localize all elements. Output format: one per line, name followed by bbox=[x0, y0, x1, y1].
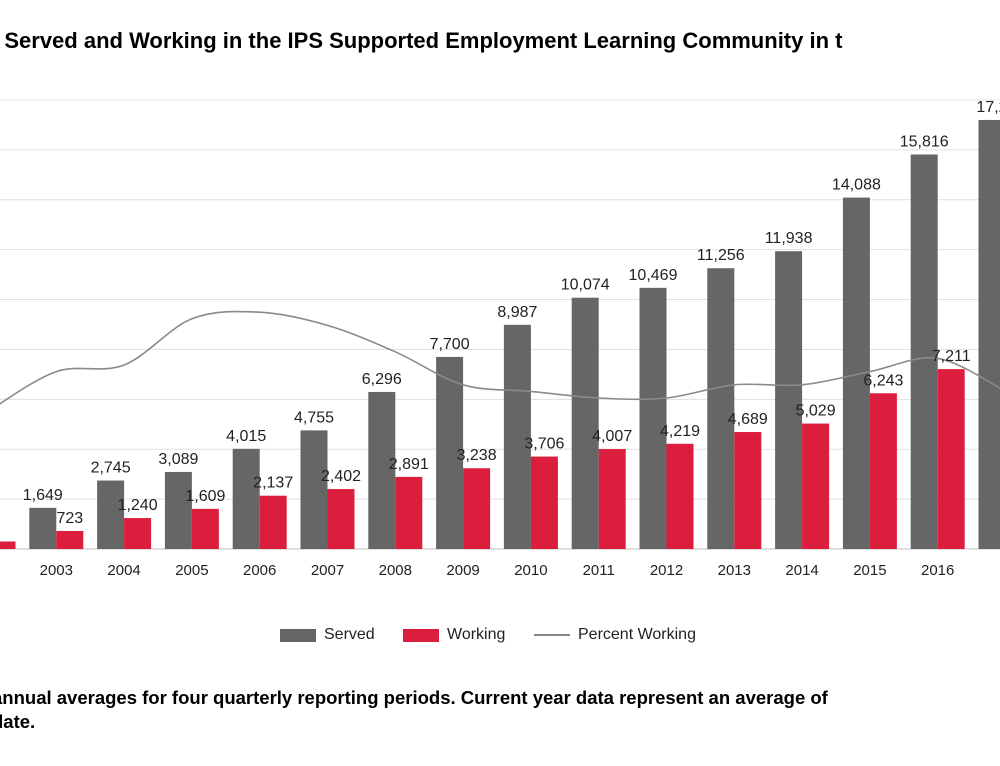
data-label-served: 6,296 bbox=[362, 371, 402, 388]
data-label-served: 14,088 bbox=[832, 177, 881, 194]
legend-line-percent-working bbox=[534, 634, 570, 636]
legend-label-served: Served bbox=[324, 626, 375, 643]
data-label-working: 4,219 bbox=[660, 423, 700, 440]
x-tick-label: 2004 bbox=[107, 562, 140, 579]
data-label-served: 15,816 bbox=[900, 133, 949, 150]
data-label-working: 4,689 bbox=[728, 411, 768, 428]
data-label-working: 6,243 bbox=[863, 372, 903, 389]
legend-swatch-served bbox=[280, 628, 316, 642]
bar-working bbox=[124, 518, 152, 549]
footnote-line-1: annual averages for four quarterly repor… bbox=[0, 687, 828, 708]
x-tick-label: 2009 bbox=[446, 562, 479, 579]
data-label-served: 17,2 bbox=[976, 99, 1000, 116]
bar-working bbox=[327, 489, 355, 549]
bar-served bbox=[300, 430, 328, 549]
data-label-working: 2,137 bbox=[253, 475, 293, 492]
bar-served bbox=[368, 391, 396, 549]
legend-label-percent-working: Percent Working bbox=[578, 626, 696, 643]
footnote: annual averages for four quarterly repor… bbox=[0, 686, 1000, 734]
bar-served bbox=[775, 251, 803, 549]
bar-working bbox=[666, 443, 694, 549]
data-label-working: 1,609 bbox=[185, 488, 225, 505]
legend-item-percent-working: Percent Working bbox=[534, 626, 696, 644]
x-tick-label: 2015 bbox=[853, 562, 886, 579]
bar-working bbox=[598, 449, 626, 549]
x-tick-label: 2007 bbox=[311, 562, 344, 579]
percent-line bbox=[0, 310, 1000, 405]
bar-working bbox=[937, 369, 965, 549]
data-label-served: 4,755 bbox=[294, 409, 334, 426]
data-label-working: 7,211 bbox=[932, 348, 971, 365]
data-label-served: 8,987 bbox=[497, 304, 537, 321]
data-label-served: 3,089 bbox=[158, 451, 198, 468]
data-label-served: 7,700 bbox=[430, 336, 470, 353]
bar-served bbox=[436, 356, 464, 549]
bar-working bbox=[0, 541, 16, 549]
data-label-served: 10,074 bbox=[561, 277, 610, 294]
bar-working bbox=[734, 432, 762, 549]
x-tick-label: 2003 bbox=[40, 562, 73, 579]
x-tick-label: 2016 bbox=[921, 562, 954, 579]
data-label-working: 1,240 bbox=[118, 497, 158, 514]
data-label-served: 11,938 bbox=[765, 230, 813, 247]
bar-working bbox=[869, 393, 897, 549]
x-tick-labels: 2200320042005200620072008200920102011201… bbox=[40, 562, 955, 579]
x-tick-label: 2005 bbox=[175, 562, 208, 579]
x-tick-label: 2013 bbox=[718, 562, 751, 579]
legend-label-working: Working bbox=[447, 626, 506, 643]
bar-working bbox=[802, 423, 830, 549]
data-label-served: 2,745 bbox=[91, 460, 131, 477]
data-label-served: 1,649 bbox=[23, 487, 63, 504]
x-tick-label: 2010 bbox=[514, 562, 547, 579]
bar-served bbox=[232, 448, 260, 549]
data-label-working: 3,706 bbox=[524, 436, 564, 453]
bar-served bbox=[639, 287, 667, 549]
data-label-working: 2,891 bbox=[389, 456, 429, 473]
bar-served bbox=[29, 507, 57, 549]
bar-working bbox=[56, 530, 84, 549]
bar-served bbox=[97, 480, 125, 549]
gridlines bbox=[0, 99, 1000, 550]
bar-served bbox=[571, 297, 599, 549]
legend: Served Working Percent Working bbox=[0, 626, 1000, 650]
bars bbox=[0, 119, 1000, 549]
data-label-working: 4,007 bbox=[592, 428, 632, 445]
data-label-working: 5,029 bbox=[796, 403, 836, 420]
bar-working bbox=[259, 495, 287, 549]
bar-served bbox=[910, 154, 938, 549]
bar-working bbox=[530, 456, 558, 549]
data-label-working: 2,402 bbox=[321, 468, 361, 485]
x-tick-label: 2006 bbox=[243, 562, 276, 579]
bar-served bbox=[707, 268, 735, 549]
percent-working-line bbox=[0, 310, 1000, 405]
data-label-working: 723 bbox=[56, 510, 83, 527]
data-label-working: 3,238 bbox=[457, 447, 497, 464]
x-tick-label: 2011 bbox=[583, 562, 615, 579]
x-tick-label: 2008 bbox=[379, 562, 412, 579]
data-label-served: 10,469 bbox=[629, 267, 678, 284]
legend-swatch-working bbox=[403, 628, 439, 642]
bar-working bbox=[191, 508, 219, 549]
chart-title: s Served and Working in the IPS Supporte… bbox=[0, 28, 843, 53]
footnote-line-2: date. bbox=[0, 711, 36, 732]
x-tick-label: 2012 bbox=[650, 562, 683, 579]
bar-working bbox=[395, 476, 423, 549]
bar-served bbox=[978, 119, 1000, 549]
x-tick-label: 2014 bbox=[785, 562, 818, 579]
legend-item-served: Served bbox=[280, 626, 375, 644]
legend-item-working: Working bbox=[403, 626, 505, 644]
data-label-served: 4,015 bbox=[226, 428, 266, 445]
data-label-served: 11,256 bbox=[697, 247, 745, 264]
bar-working bbox=[463, 468, 491, 549]
data-labels: 1,649 723 2,745 1,240 3,089 1,609 4,015 2,137 4,… bbox=[23, 99, 1000, 527]
bar-served bbox=[503, 324, 531, 549]
bar-served bbox=[164, 471, 192, 549]
bar-chart: 1,649 723 2,745 1,240 3,089 1,609 4,015 2,137 4,… bbox=[0, 99, 1000, 579]
